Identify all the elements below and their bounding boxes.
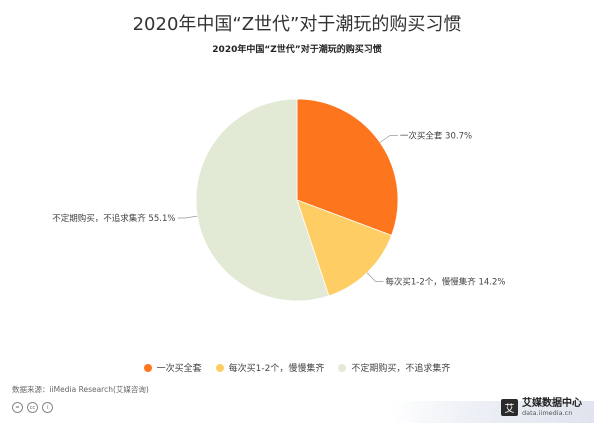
legend-label: 一次买全套 [156, 364, 202, 374]
legend-item-irregular[interactable]: 不定期购买，不追求集齐 [338, 361, 450, 374]
brand-name: 艾媒数据中心 [522, 398, 582, 409]
cc-equal-icon: = [12, 402, 23, 413]
legend-swatch-icon [215, 363, 224, 372]
brand-band [394, 401, 594, 423]
legend-item-full-set[interactable]: 一次买全套 [143, 361, 202, 374]
leader-line [366, 272, 384, 282]
slice-label: 不定期购买，不追求集齐 55.1% [52, 213, 175, 224]
slice-label: 每次买1-2个，慢慢集齐 14.2% [385, 276, 505, 287]
page-title: 2020年中国“Z世代”对于潮玩的购买习惯 [132, 14, 462, 35]
data-source: 数据来源：iiMedia Research(艾媒咨询) [12, 385, 149, 394]
legend-label: 不定期购买，不追求集齐 [351, 364, 451, 374]
leader-line [379, 135, 398, 143]
legend-item-gradual[interactable]: 每次买1-2个，慢慢集齐 [215, 361, 325, 374]
brand-logo: 艾 艾媒数据中心 data.iimedia.cn [501, 399, 582, 417]
leader-line [177, 215, 198, 219]
slice-gradual [296, 199, 393, 297]
cc-attribution-icon: i [42, 402, 53, 413]
slice-label: 一次买全套 30.7% [400, 131, 472, 142]
brand-mark-icon: 艾 [501, 399, 518, 417]
chart-legend: 一次买全套 每次买1-2个，慢慢集齐 不定期购买，不追求集齐 [0, 361, 594, 374]
legend-swatch-icon [143, 363, 152, 372]
cc-license-icon: cc [27, 402, 38, 413]
legend-swatch-icon [338, 363, 347, 372]
slice-irregular [195, 98, 330, 302]
chart-subtitle: 2020年中国“Z世代”对于潮玩的购买习惯 [212, 45, 382, 55]
brand-url: data.iimedia.cn [522, 409, 573, 417]
license-icons: = cc i [12, 402, 53, 413]
legend-label: 每次买1-2个，慢慢集齐 [228, 364, 325, 374]
